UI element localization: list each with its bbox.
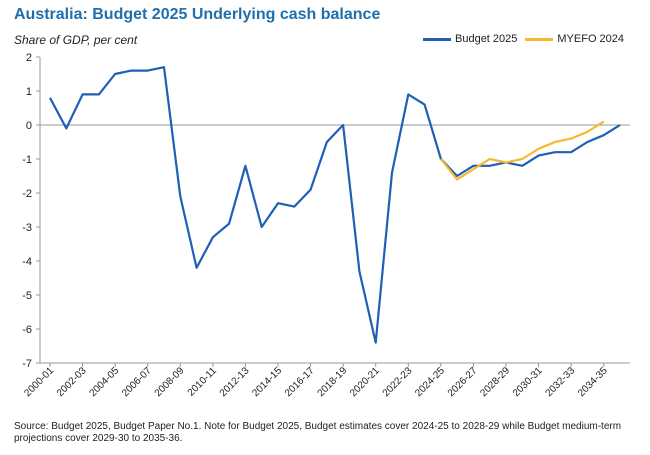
x-tick-label: 2000-01 <box>22 365 56 399</box>
y-tick-label: -5 <box>22 290 32 302</box>
x-tick-label: 2034-35 <box>576 365 610 399</box>
legend-label-myefo: MYEFO 2024 <box>557 33 625 45</box>
legend-label-budget: Budget 2025 <box>455 33 518 45</box>
x-tick-label: 2026-27 <box>446 365 480 399</box>
legend-item-budget: Budget 2025 <box>423 33 517 45</box>
y-tick-label: -6 <box>22 324 32 336</box>
y-tick-label: 1 <box>26 86 32 98</box>
series-line-budget-2025 <box>49 66 621 344</box>
x-tick-label: 2002-03 <box>55 365 89 399</box>
series-line-myefo-2024 <box>440 120 605 181</box>
y-tick-label: -7 <box>22 358 32 370</box>
y-axis-label: Share of GDP, per cent <box>14 33 138 47</box>
x-tick-label: 2004-05 <box>88 365 122 399</box>
x-tick-label: 2020-21 <box>348 365 382 399</box>
legend: Budget 2025 MYEFO 2024 <box>423 33 632 45</box>
y-tick-label: 0 <box>26 120 32 132</box>
x-tick-label: 2014-15 <box>250 365 284 399</box>
source-note: Source: Budget 2025, Budget Paper No.1. … <box>14 421 622 444</box>
y-tick-label: -2 <box>22 188 32 200</box>
chart-title: Australia: Budget 2025 Underlying cash b… <box>14 6 381 23</box>
x-tick-label: 2016-17 <box>283 365 317 399</box>
x-tick-label: 2018-19 <box>316 365 350 399</box>
x-tick-label: 2024-25 <box>413 365 447 399</box>
x-tick-label: 2028-29 <box>478 365 512 399</box>
y-tick-label: -3 <box>22 222 32 234</box>
legend-swatch-budget <box>423 37 451 41</box>
legend-item-myefo: MYEFO 2024 <box>525 33 624 45</box>
x-tick-label: 2030-31 <box>511 365 545 399</box>
x-tick-label: 2022-23 <box>381 365 415 399</box>
x-tick-label: 2032-33 <box>544 365 578 399</box>
x-tick-label: 2010-11 <box>186 365 220 399</box>
x-tick-label: 2012-13 <box>218 365 252 399</box>
x-tick-label: 2008-09 <box>153 365 187 399</box>
legend-swatch-myefo <box>525 37 554 41</box>
x-tick-label: 2006-07 <box>120 365 154 399</box>
y-tick-label: -1 <box>22 154 32 166</box>
y-tick-label: 2 <box>26 52 32 64</box>
y-tick-label: -4 <box>22 256 32 268</box>
